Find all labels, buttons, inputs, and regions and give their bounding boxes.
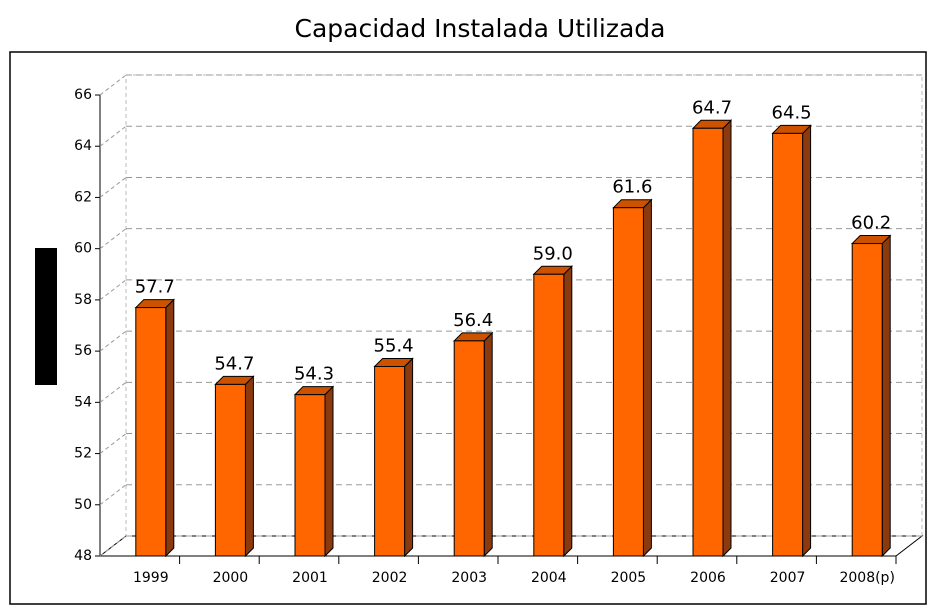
bar-side [404, 357, 414, 558]
bar [374, 365, 406, 557]
y-tick-label: 62 [74, 189, 92, 205]
value-label: 60.2 [851, 213, 891, 234]
x-tick-label: 2005 [611, 570, 647, 586]
x-tick-label: 2001 [292, 570, 328, 586]
value-label: 64.5 [772, 102, 812, 123]
bar [692, 127, 724, 557]
bar [612, 207, 644, 557]
grid-line-side [99, 74, 127, 96]
value-label: 54.3 [294, 364, 334, 385]
value-label: 56.4 [453, 310, 493, 331]
x-tick-label: 2003 [451, 570, 487, 586]
bar-side [722, 119, 732, 558]
bar-side [563, 265, 573, 558]
value-label: 57.7 [135, 277, 175, 298]
x-tick-label: 1999 [133, 570, 169, 586]
bar-side [802, 124, 812, 558]
y-tick-label: 50 [74, 497, 92, 513]
x-tick-label: 2002 [372, 570, 408, 586]
bar-side [244, 375, 254, 558]
x-tick-label: 2000 [213, 570, 249, 586]
bar [135, 307, 167, 557]
bar [851, 243, 883, 557]
x-tick-label: 2007 [770, 570, 806, 586]
bar [772, 132, 804, 557]
y-tick-label: 64 [74, 138, 92, 154]
bar-side [881, 234, 891, 558]
grid-line-side [99, 228, 127, 250]
grid-line-side [99, 433, 127, 454]
x-tick-label: 2004 [531, 570, 567, 586]
grid-line-side [99, 125, 127, 147]
grid-line-side [99, 177, 127, 198]
value-label: 55.4 [374, 335, 414, 356]
redacted-label [35, 248, 57, 385]
value-label: 64.7 [692, 97, 732, 118]
grid-line-side [99, 484, 127, 506]
grid-line-side [99, 535, 127, 557]
x-tick-label: 2008(p) [839, 570, 894, 586]
bar [453, 340, 485, 557]
bar-side [324, 385, 334, 558]
y-tick-label: 66 [74, 87, 92, 103]
y-tick-label: 60 [74, 241, 92, 257]
bar-side [642, 198, 652, 558]
x-tick-label: 2006 [690, 570, 726, 586]
value-label: 54.7 [214, 353, 254, 374]
chart-title: Capacidad Instalada Utilizada [295, 14, 666, 43]
bar-side [165, 298, 175, 558]
bar [533, 273, 565, 557]
grid-line-side [99, 330, 127, 352]
value-label: 59.0 [533, 243, 573, 264]
y-tick-label: 52 [74, 446, 92, 462]
y-tick-label: 56 [74, 343, 92, 359]
frame [9, 51, 927, 605]
y-tick-label: 48 [74, 548, 92, 564]
y-tick-label: 54 [74, 394, 92, 410]
bar-side [483, 331, 493, 558]
bar [294, 394, 326, 557]
grid-line-side [99, 381, 127, 403]
value-label: 61.6 [612, 177, 652, 198]
y-tick-label: 58 [74, 292, 92, 308]
grid-line-side [99, 279, 127, 301]
bar [214, 383, 246, 557]
